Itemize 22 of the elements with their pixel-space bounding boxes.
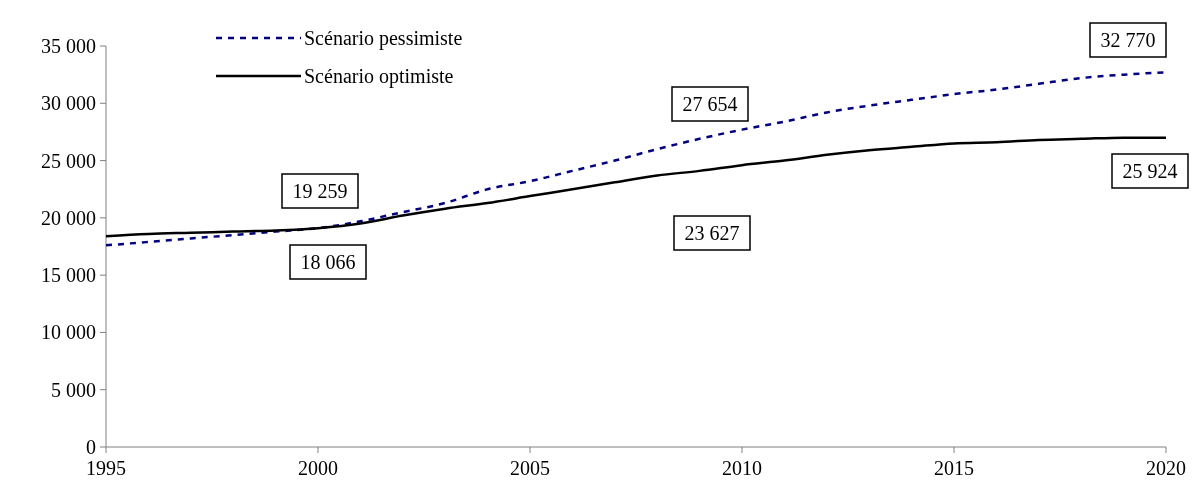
x-tick-label: 2020 <box>1146 457 1186 479</box>
y-tick-label: 35 000 <box>41 35 96 57</box>
x-tick-label: 2000 <box>298 457 338 479</box>
annotation: 23 627 <box>684 222 740 244</box>
y-tick-label: 0 <box>86 436 96 458</box>
x-tick-label: 1995 <box>86 457 126 479</box>
annotation: 25 924 <box>1122 160 1178 182</box>
y-tick-label: 10 000 <box>41 321 96 344</box>
annotation: 27 654 <box>682 93 738 115</box>
y-tick-label: 20 000 <box>41 206 96 229</box>
annotation: 19 259 <box>292 180 348 202</box>
x-tick-label: 2010 <box>722 457 762 479</box>
annotation: 18 066 <box>300 251 356 273</box>
y-tick-label: 25 000 <box>41 149 96 172</box>
y-tick-label: 15 000 <box>41 264 96 287</box>
annotation: 32 770 <box>1100 29 1156 51</box>
legend-label: Scénario optimiste <box>304 65 454 88</box>
x-tick-label: 2005 <box>510 457 550 479</box>
legend-label: Scénario pessimiste <box>304 27 463 50</box>
y-tick-label: 30 000 <box>41 92 96 115</box>
x-tick-label: 2015 <box>934 457 974 479</box>
y-tick-label: 5 000 <box>51 378 96 401</box>
